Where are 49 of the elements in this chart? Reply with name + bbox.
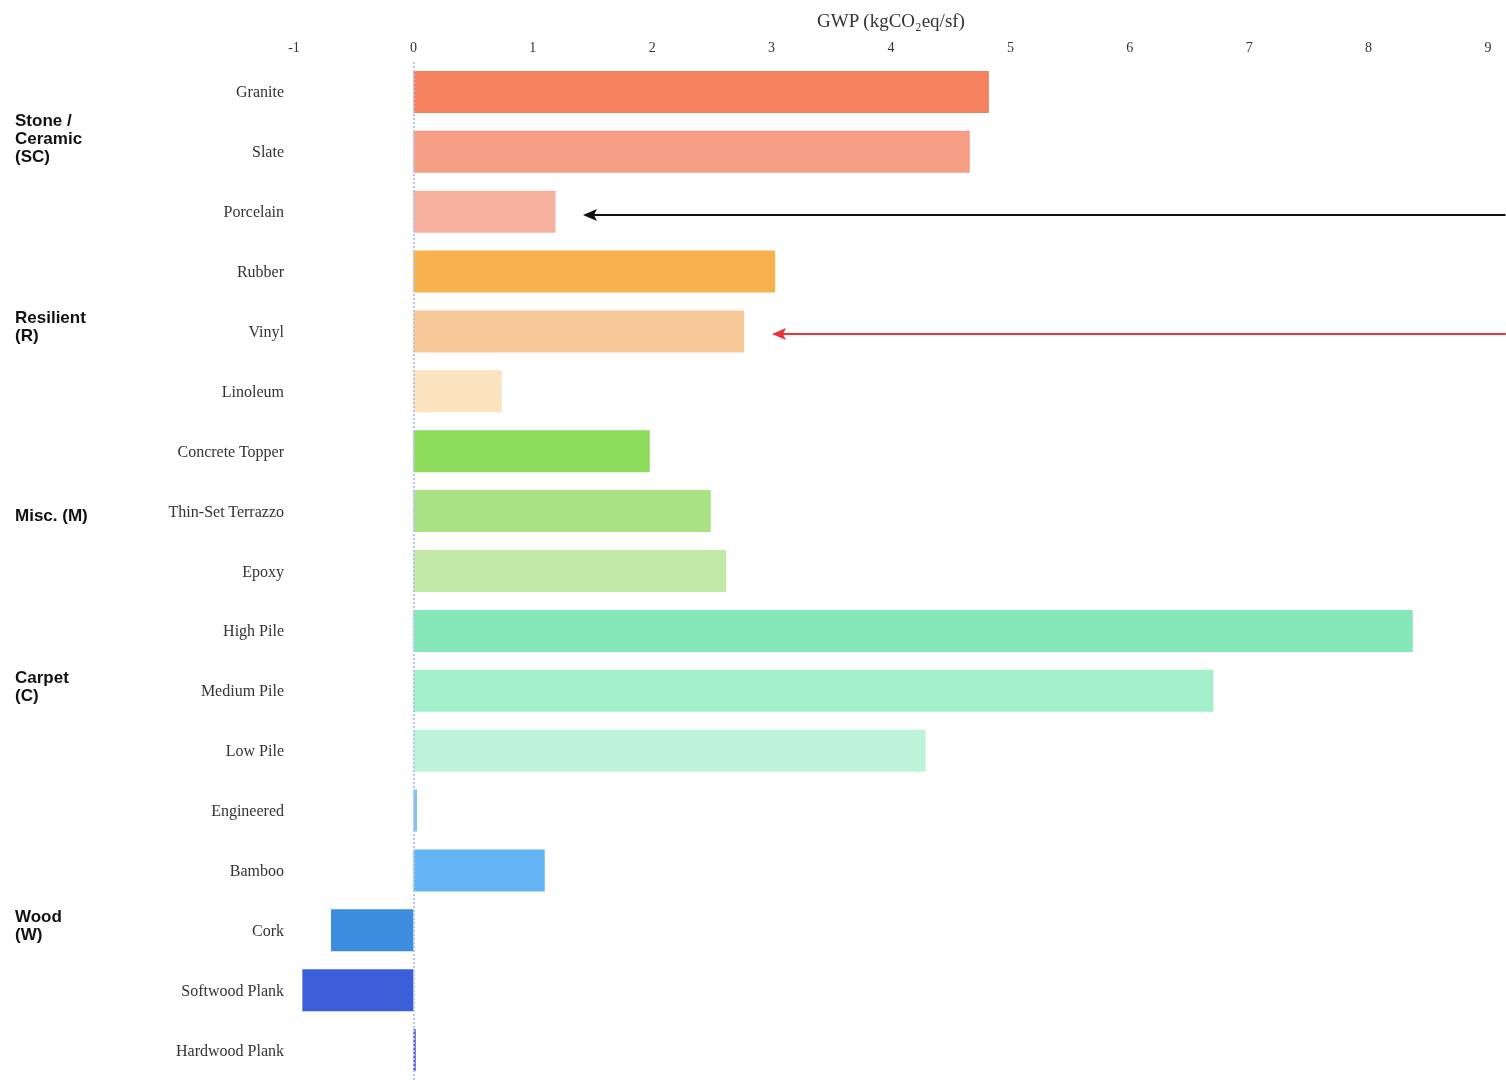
bar [413, 70, 989, 113]
x-tick-label: 8 [1365, 39, 1373, 55]
y-tick-label: Medium Pile [200, 682, 284, 700]
bar [413, 130, 970, 173]
y-tick-label: Linoleum [221, 382, 285, 400]
y-tick-label: Epoxy [242, 562, 284, 581]
bar [413, 729, 926, 772]
y-tick-label: Slate [252, 143, 284, 161]
bar [413, 849, 545, 892]
x-tick-label: 7 [1245, 39, 1253, 55]
x-tick-label: 2 [648, 39, 656, 55]
y-tick-label: Thin-Set Terrazzo [168, 502, 284, 520]
x-tick-label: 5 [1006, 39, 1014, 55]
y-tick-label: High Pile [223, 622, 284, 641]
y-tick-label: Engineered [211, 802, 284, 821]
x-tick-label: 6 [1126, 39, 1134, 55]
bar [413, 310, 745, 353]
x-tick-label: -1 [288, 39, 300, 55]
x-axis-title: GWP (kgCO₂eq/sf) [817, 10, 965, 32]
x-tick-label: 0 [409, 39, 417, 55]
y-tick-label: Concrete Topper [177, 442, 285, 461]
y-tick-label: Cork [252, 921, 284, 939]
bar [413, 550, 727, 592]
x-tick-label: 3 [768, 39, 776, 55]
bar [413, 430, 650, 473]
text: Stone / Ceramic (SC) [15, 110, 84, 166]
text: Wood (W) [15, 907, 63, 945]
bar [413, 370, 502, 413]
bar [413, 190, 556, 233]
bar [413, 609, 1413, 652]
y-tick-label: Granite [236, 83, 284, 101]
y-tick-label: Low Pile [225, 742, 284, 760]
text: Resilient (R) [15, 308, 87, 346]
bar [302, 969, 414, 1012]
y-tick-label: Softwood Plank [181, 981, 284, 999]
bar [331, 909, 414, 952]
y-tick-label: Hardwood Plank [176, 1041, 284, 1059]
text: Carpet (C) [15, 667, 70, 705]
bar [413, 250, 776, 293]
x-tick-label: 4 [887, 39, 895, 55]
bar [413, 490, 711, 533]
x-tick-label: 1 [529, 39, 537, 55]
y-tick-label: Rubber [236, 263, 285, 281]
y-tick-label: Vinyl [248, 322, 285, 341]
text: Misc. (M) [15, 506, 89, 526]
bar [413, 669, 1214, 712]
y-tick-label: Porcelain [223, 203, 284, 221]
x-tick-label: 9 [1484, 39, 1492, 55]
y-tick-label: Bamboo [229, 861, 284, 879]
